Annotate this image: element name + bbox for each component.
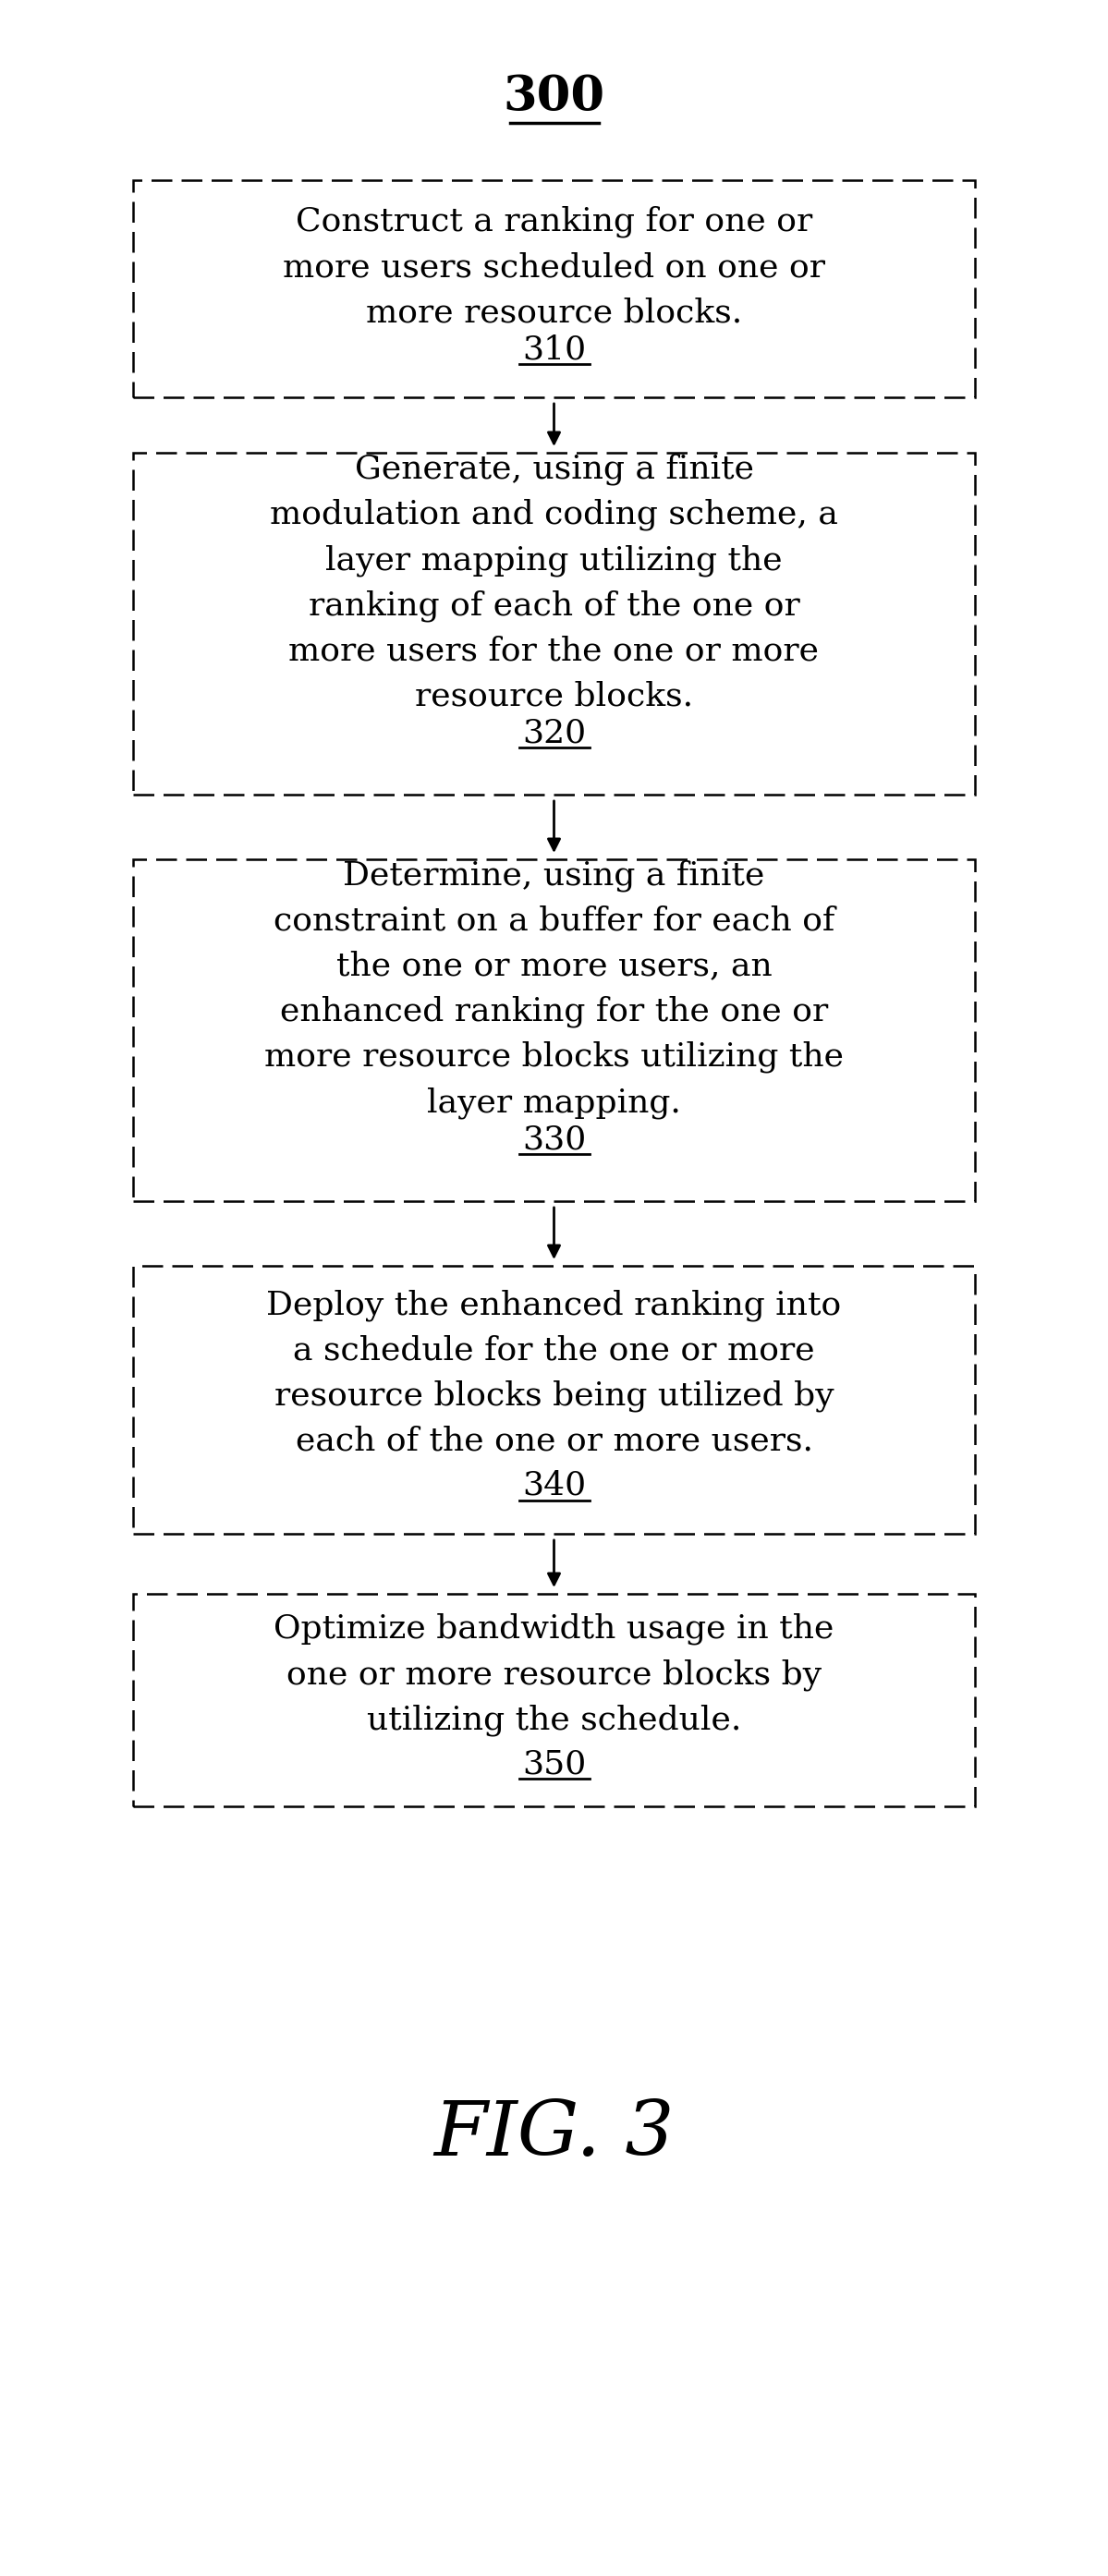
Text: 340: 340 [522, 1471, 586, 1502]
Bar [133, 453, 975, 793]
Text: 320: 320 [522, 716, 586, 750]
Bar [133, 180, 975, 397]
Text: Optimize bandwidth usage in the
one or more resource blocks by
utilizing the sch: Optimize bandwidth usage in the one or m… [274, 1613, 834, 1736]
Text: Construct a ranking for one or
more users scheduled on one or
more resource bloc: Construct a ranking for one or more user… [283, 206, 825, 327]
Text: 300: 300 [503, 75, 605, 121]
Text: 310: 310 [522, 335, 586, 366]
Text: FIG. 3: FIG. 3 [433, 2097, 675, 2172]
Text: Determine, using a finite
constraint on a buffer for each of
the one or more use: Determine, using a finite constraint on … [265, 860, 843, 1118]
Text: Deploy the enhanced ranking into
a schedule for the one or more
resource blocks : Deploy the enhanced ranking into a sched… [267, 1288, 841, 1458]
Text: 330: 330 [522, 1123, 586, 1154]
Bar [133, 860, 975, 1200]
Bar [133, 1595, 975, 1806]
Text: 350: 350 [522, 1749, 586, 1780]
Text: Generate, using a finite
modulation and coding scheme, a
layer mapping utilizing: Generate, using a finite modulation and … [270, 453, 838, 711]
Bar [133, 1265, 975, 1533]
